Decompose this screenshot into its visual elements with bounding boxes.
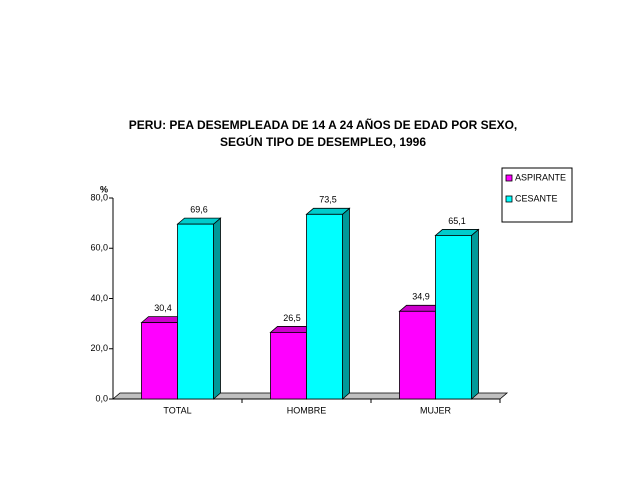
chart-title: SEGÚN TIPO DE DESEMPLEO, 1996: [220, 134, 426, 149]
value-label: 73,5: [319, 195, 337, 205]
y-tick-label: 0,0: [95, 393, 108, 403]
x-tick-label: MUJER: [420, 405, 451, 415]
y-tick-label: 60,0: [90, 243, 108, 253]
y-tick-label: 40,0: [90, 293, 108, 303]
legend-label: CESANTE: [515, 193, 558, 203]
value-label: 69,6: [190, 205, 208, 215]
bar-side: [342, 207, 350, 400]
legend-label: ASPIRANTE: [515, 172, 566, 182]
legend-swatch: [505, 195, 513, 203]
x-tick-label: TOTAL: [163, 405, 191, 415]
bar-side: [471, 228, 479, 400]
bar: [306, 213, 343, 400]
bar: [399, 310, 436, 400]
bar: [177, 223, 214, 400]
value-label: 65,1: [448, 216, 466, 226]
bar: [435, 235, 472, 400]
bar-top: [305, 207, 351, 215]
y-tick-label: 20,0: [90, 343, 108, 353]
y-axis-label: %: [100, 184, 108, 194]
legend-swatch: [505, 174, 513, 182]
chart-title: PERU: PEA DESEMPLEADA DE 14 A 24 AÑOS DE…: [129, 117, 518, 132]
value-label: 34,9: [412, 292, 430, 302]
bar-top: [434, 229, 480, 236]
bar-side: [213, 217, 221, 400]
value-label: 30,4: [154, 303, 172, 313]
x-tick-label: HOMBRE: [287, 405, 327, 415]
bar: [270, 332, 307, 400]
bar: [141, 322, 178, 400]
legend-box: [501, 167, 573, 223]
bar-top: [176, 217, 222, 225]
value-label: 26,5: [283, 313, 301, 323]
y-tick-label: 80,0: [90, 192, 108, 202]
